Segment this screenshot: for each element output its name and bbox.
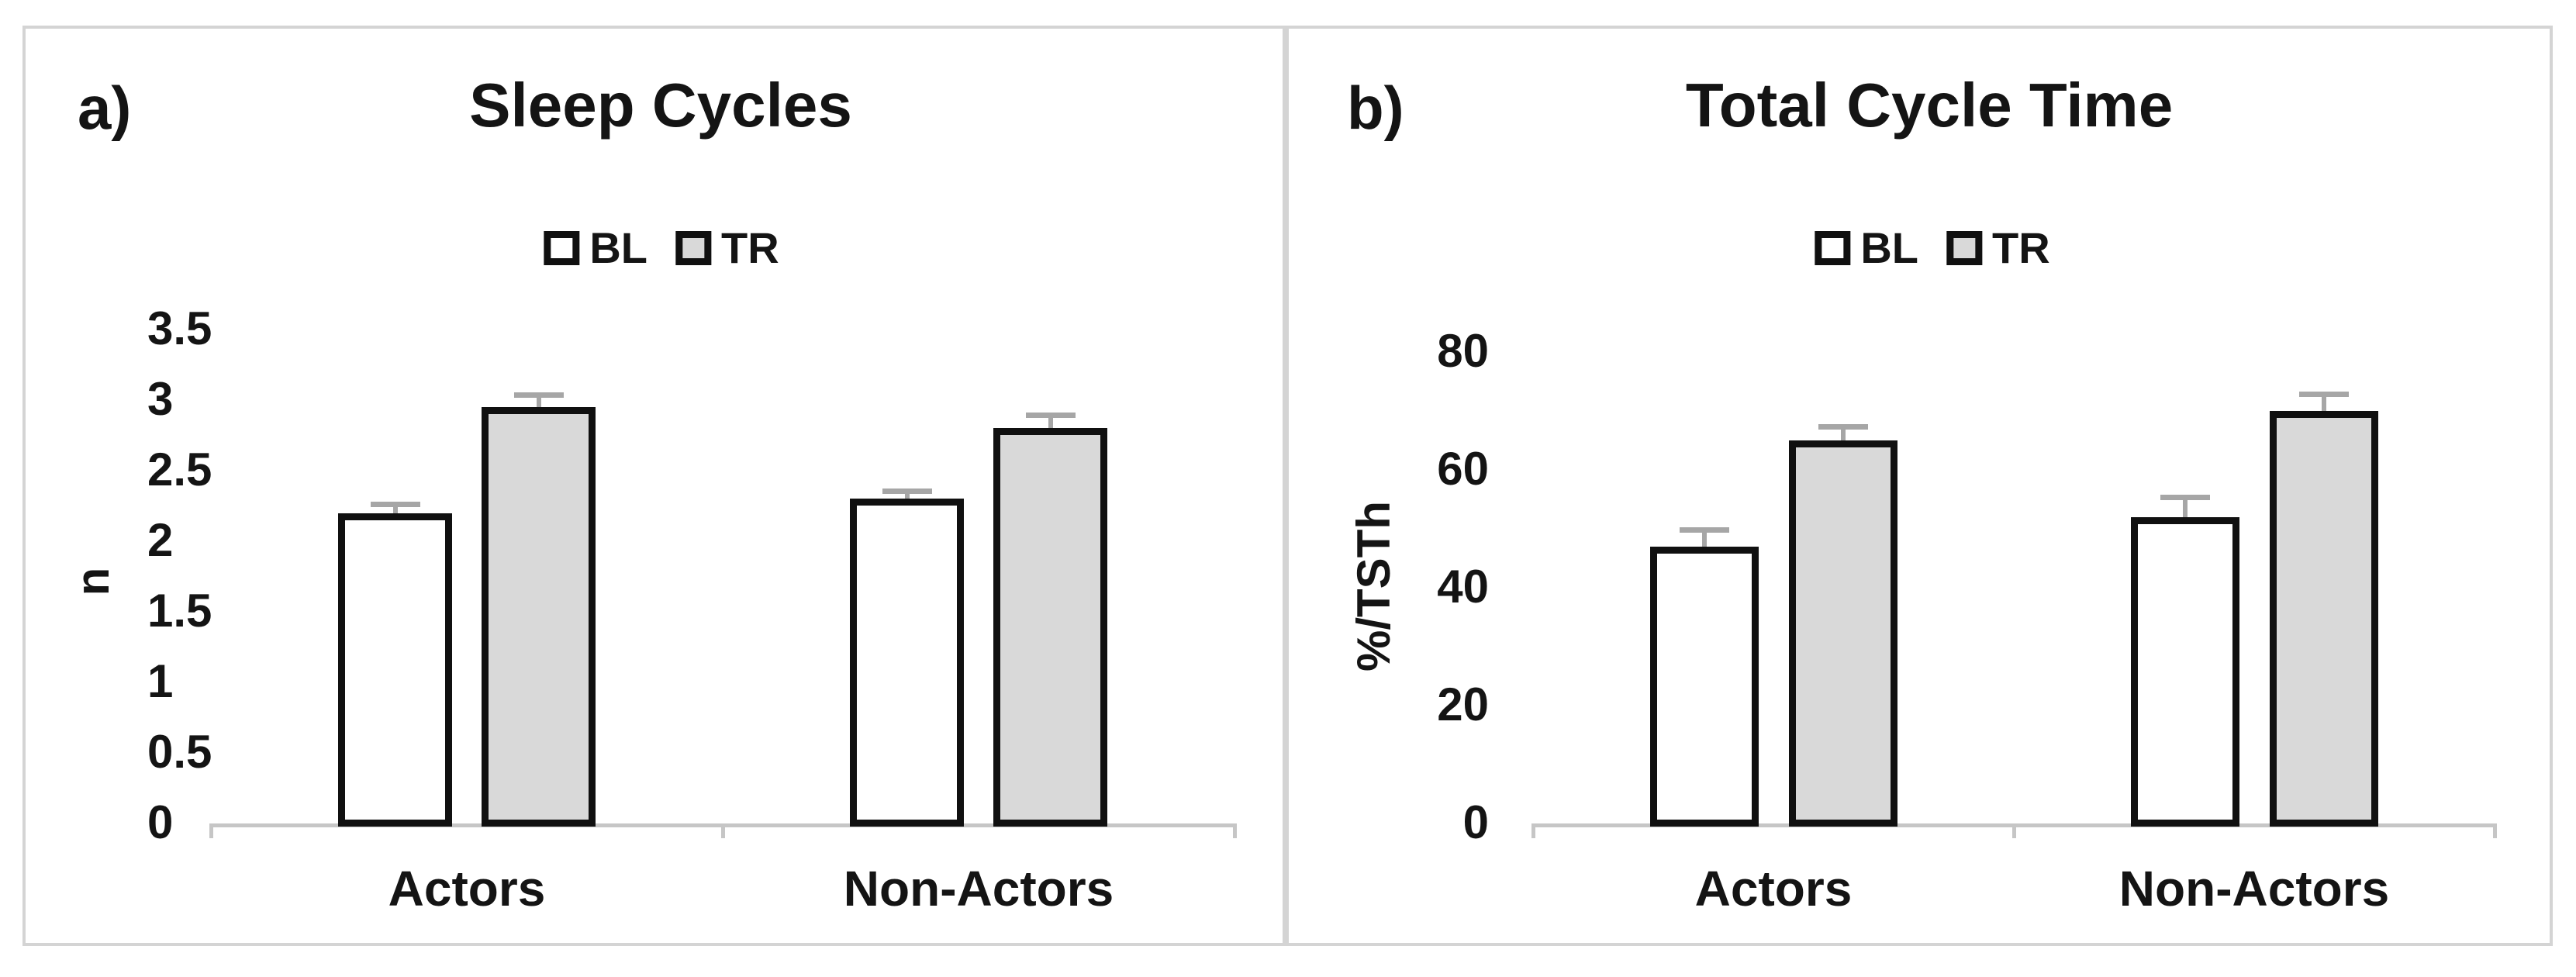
y-tick-label-total-cycle-time-40: 40 xyxy=(1437,560,1489,613)
y-tick-label-sleep-cycles-0: 0 xyxy=(147,796,174,848)
legend-item-bl: BL xyxy=(544,226,647,270)
y-tick-label-sleep-cycles-0_5: 0.5 xyxy=(147,725,212,778)
x-axis-tick-sleep-cycles-2 xyxy=(1233,823,1237,838)
legend-total-cycle-time: BL TR xyxy=(1815,226,2050,270)
legend-swatch-tr-icon xyxy=(675,231,711,265)
bar-sleep-cycles-actors-tr xyxy=(482,407,596,827)
legend-swatch-bl-icon xyxy=(544,231,580,265)
legend-sleep-cycles: BL TR xyxy=(544,226,779,270)
legend-label-bl: BL xyxy=(589,223,647,272)
legend-label-tr: TR xyxy=(1992,223,2050,272)
legend-item-bl: BL xyxy=(1815,226,1918,270)
legend-label-bl: BL xyxy=(1860,223,1918,272)
x-axis-tick-sleep-cycles-1 xyxy=(721,823,725,838)
bar-sleep-cycles-actors-bl xyxy=(338,513,452,827)
legend-swatch-bl-icon xyxy=(1815,231,1851,265)
y-tick-label-sleep-cycles-3_5: 3.5 xyxy=(147,302,212,354)
x-axis-tick-total-cycle-time-1 xyxy=(2012,823,2016,838)
error-bar-stem-total-cycle-time-actors-bl xyxy=(1701,531,1707,548)
error-bar-stem-total-cycle-time-actors-tr xyxy=(1840,428,1846,442)
chart-title-sleep-cycles: Sleep Cycles xyxy=(469,71,852,140)
category-label-sleep-cycles-actors: Actors xyxy=(388,861,546,917)
y-tick-label-sleep-cycles-2: 2 xyxy=(147,513,174,566)
y-tick-label-total-cycle-time-60: 60 xyxy=(1437,442,1489,495)
x-axis-tick-sleep-cycles-0 xyxy=(209,823,213,838)
legend-item-tr: TR xyxy=(1946,226,2050,270)
error-bar-cap-total-cycle-time-non-actors-bl xyxy=(2160,495,2210,500)
y-tick-label-total-cycle-time-0: 0 xyxy=(1462,796,1489,848)
error-bar-stem-sleep-cycles-non-actors-bl xyxy=(904,493,910,501)
error-bar-cap-sleep-cycles-non-actors-tr xyxy=(1025,412,1076,418)
error-bar-stem-sleep-cycles-actors-bl xyxy=(392,506,398,515)
y-axis-label-sleep-cycles: n xyxy=(67,567,119,596)
error-bar-stem-total-cycle-time-non-actors-bl xyxy=(2182,499,2188,519)
bar-total-cycle-time-non-actors-tr xyxy=(2269,411,2378,827)
y-tick-label-sleep-cycles-2_5: 2.5 xyxy=(147,443,212,495)
x-axis-tick-total-cycle-time-2 xyxy=(2493,823,2497,838)
y-tick-label-sleep-cycles-3: 3 xyxy=(147,372,174,425)
panel-label-total-cycle-time: b) xyxy=(1347,74,1404,142)
y-tick-label-total-cycle-time-80: 80 xyxy=(1437,324,1489,377)
category-label-sleep-cycles-non-actors: Non-Actors xyxy=(843,861,1114,917)
error-bar-stem-total-cycle-time-non-actors-tr xyxy=(2321,396,2326,413)
y-tick-label-total-cycle-time-20: 20 xyxy=(1437,678,1489,730)
bar-total-cycle-time-actors-tr xyxy=(1788,440,1897,827)
panel-label-sleep-cycles: a) xyxy=(78,74,132,142)
bar-total-cycle-time-non-actors-bl xyxy=(2130,516,2239,827)
error-bar-cap-total-cycle-time-actors-tr xyxy=(1818,423,1868,430)
legend-label-tr: TR xyxy=(721,223,779,272)
error-bar-cap-sleep-cycles-actors-bl xyxy=(370,501,420,507)
y-tick-label-sleep-cycles-1: 1 xyxy=(147,654,174,707)
error-bar-stem-sleep-cycles-non-actors-tr xyxy=(1048,416,1053,430)
chart-title-total-cycle-time: Total Cycle Time xyxy=(1685,71,2174,140)
category-label-total-cycle-time-actors: Actors xyxy=(1694,861,1853,917)
error-bar-stem-sleep-cycles-actors-tr xyxy=(536,397,541,409)
error-bar-cap-sleep-cycles-non-actors-bl xyxy=(882,488,932,495)
bar-sleep-cycles-non-actors-tr xyxy=(993,428,1107,827)
bar-total-cycle-time-actors-bl xyxy=(1649,546,1759,827)
bar-sleep-cycles-non-actors-bl xyxy=(850,499,964,827)
error-bar-cap-total-cycle-time-actors-bl xyxy=(1679,526,1729,533)
y-tick-label-sleep-cycles-1_5: 1.5 xyxy=(147,584,212,637)
category-label-total-cycle-time-non-actors: Non-Actors xyxy=(2118,861,2390,917)
legend-swatch-tr-icon xyxy=(1946,231,1982,265)
error-bar-cap-sleep-cycles-actors-tr xyxy=(513,392,564,399)
legend-item-tr: TR xyxy=(675,226,779,270)
x-axis-tick-total-cycle-time-0 xyxy=(1531,823,1535,838)
error-bar-cap-total-cycle-time-non-actors-tr xyxy=(2298,392,2349,397)
